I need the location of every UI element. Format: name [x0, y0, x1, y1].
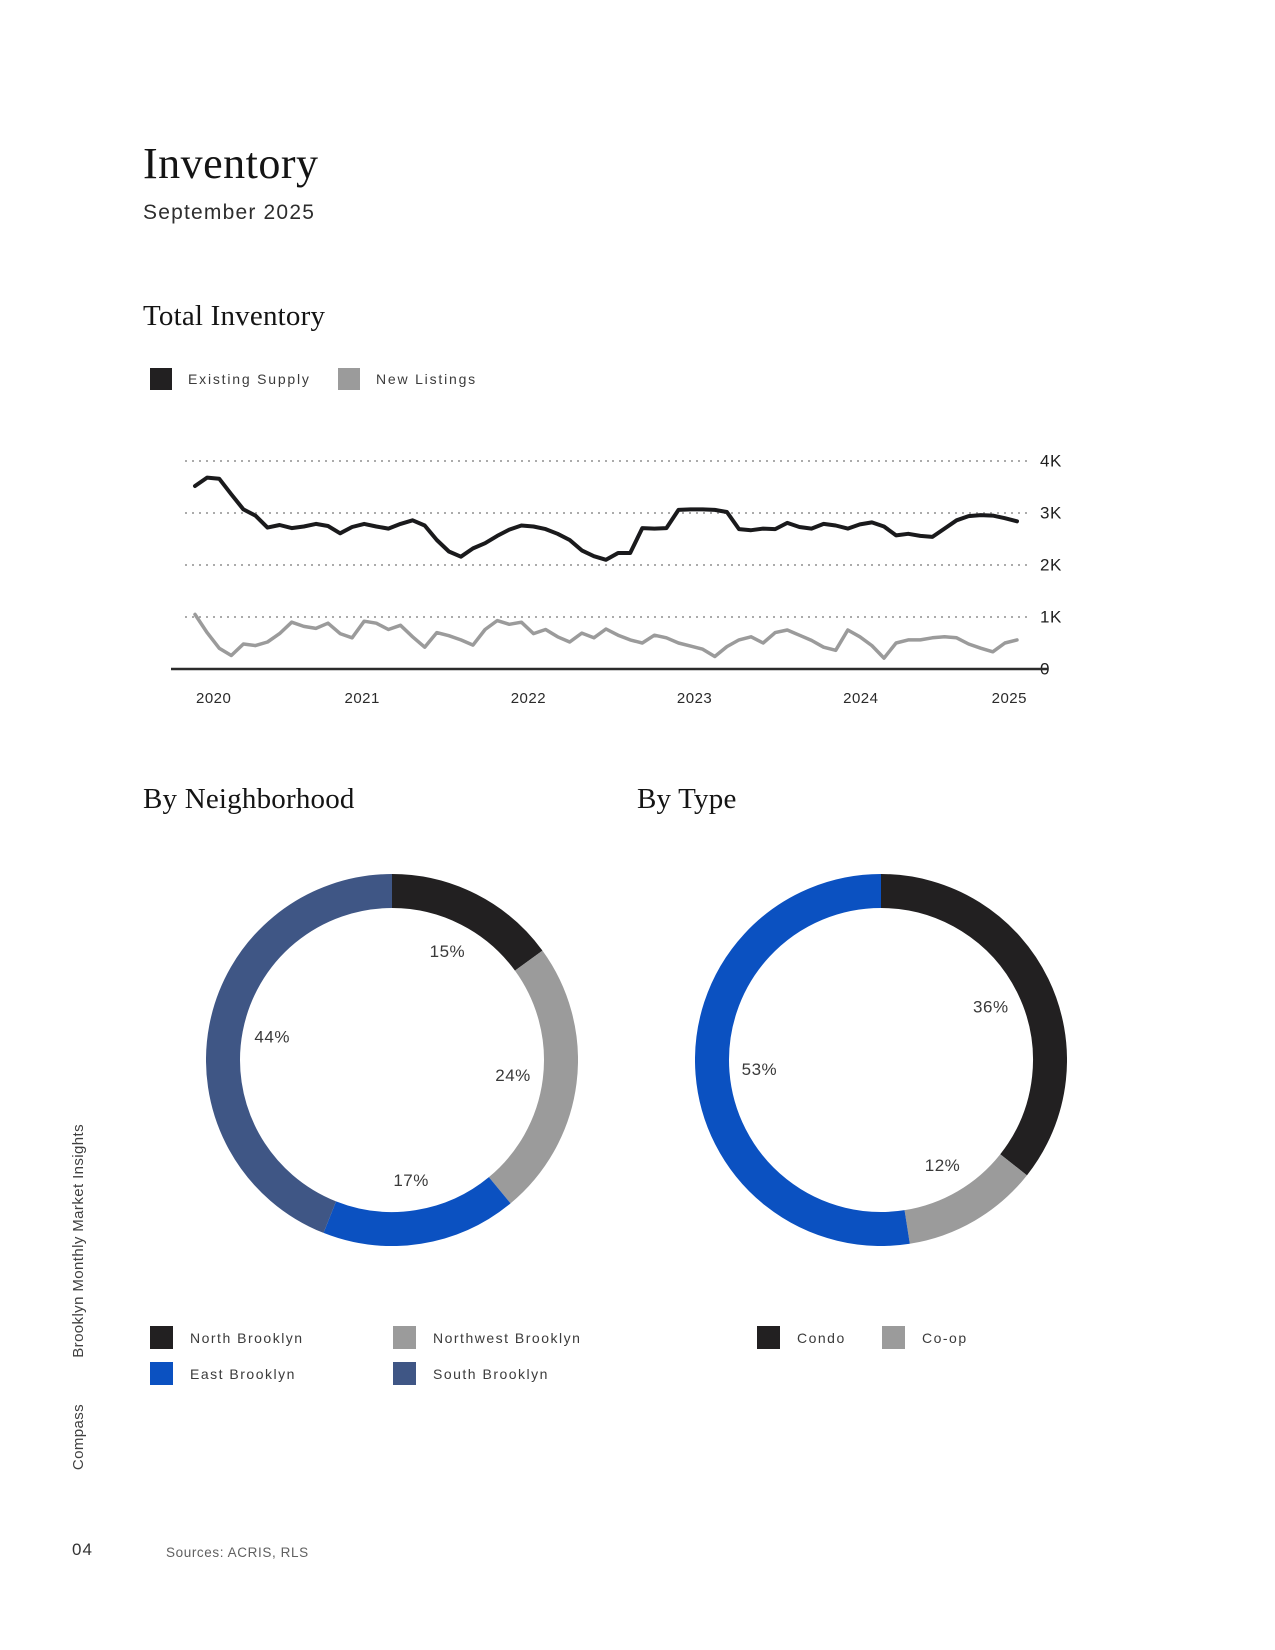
svg-text:2020: 2020	[196, 690, 231, 707]
condo-label: Condo	[797, 1329, 846, 1346]
north-brooklyn-label: North Brooklyn	[190, 1329, 304, 1346]
legend-item-existing-supply: Existing Supply	[150, 368, 311, 390]
svg-text:1K: 1K	[1040, 608, 1062, 627]
condo-swatch	[757, 1326, 780, 1349]
northwest-brooklyn-label: Northwest Brooklyn	[433, 1329, 582, 1346]
northwest-brooklyn-swatch	[393, 1326, 416, 1349]
existing-supply-swatch	[150, 368, 172, 390]
legend-item-condo: Condo	[757, 1326, 846, 1349]
sidebar-report-name: Brooklyn Monthly Market Insights	[70, 1124, 87, 1358]
sources-note: Sources: ACRIS, RLS	[166, 1545, 309, 1560]
page-number: 04	[72, 1540, 93, 1559]
page-title: Inventory	[143, 139, 319, 188]
legend-item-east-brooklyn: East Brooklyn	[150, 1362, 296, 1385]
svg-text:17%: 17%	[393, 1171, 429, 1190]
svg-text:12%: 12%	[925, 1156, 961, 1175]
legend-item-south-brooklyn: South Brooklyn	[393, 1362, 549, 1385]
svg-text:2K: 2K	[1040, 556, 1062, 575]
svg-text:24%: 24%	[495, 1066, 531, 1085]
legend-item-co-op: Co-op	[882, 1326, 968, 1349]
legend-item-north-brooklyn: North Brooklyn	[150, 1326, 304, 1349]
north-brooklyn-swatch	[150, 1326, 173, 1349]
svg-text:2021: 2021	[345, 690, 380, 707]
east-brooklyn-swatch	[150, 1362, 173, 1385]
co-op-swatch	[882, 1326, 905, 1349]
svg-text:36%: 36%	[973, 997, 1009, 1016]
svg-text:44%: 44%	[254, 1028, 290, 1047]
by-type-donut-chart: 36% 12% 53%	[695, 874, 1067, 1246]
svg-text:2023: 2023	[677, 690, 712, 707]
total-inventory-line-chart: 4K3K2K1K0202020212022202320242025	[171, 452, 1062, 707]
svg-text:2022: 2022	[511, 690, 546, 707]
sidebar-brand: Compass	[70, 1404, 87, 1471]
svg-text:4K: 4K	[1040, 452, 1062, 471]
section-heading-by-type: By Type	[637, 783, 737, 815]
section-heading-by-neighborhood: By Neighborhood	[143, 783, 355, 815]
east-brooklyn-label: East Brooklyn	[190, 1365, 296, 1382]
section-heading-total-inventory: Total Inventory	[143, 300, 326, 332]
new-listings-swatch	[338, 368, 360, 390]
page-subtitle: September 2025	[143, 201, 316, 224]
co-op-label: Co-op	[922, 1329, 968, 1346]
svg-text:3K: 3K	[1040, 504, 1062, 523]
existing-supply-label: Existing Supply	[188, 371, 311, 387]
legend-item-northwest-brooklyn: Northwest Brooklyn	[393, 1326, 581, 1349]
svg-text:2025: 2025	[992, 690, 1027, 707]
svg-text:53%: 53%	[742, 1060, 778, 1079]
by-neighborhood-donut-chart: 15% 24% 17% 44%	[206, 874, 578, 1246]
svg-text:15%: 15%	[430, 942, 466, 961]
legend-item-new-listings: New Listings	[338, 368, 477, 390]
south-brooklyn-label: South Brooklyn	[433, 1365, 549, 1382]
new-listings-label: New Listings	[376, 371, 477, 387]
svg-text:2024: 2024	[843, 690, 878, 707]
south-brooklyn-swatch	[393, 1362, 416, 1385]
